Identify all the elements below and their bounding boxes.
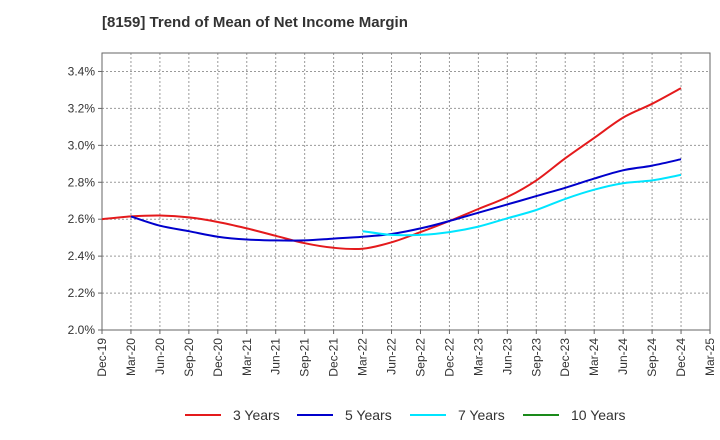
x-tick-label: Sep-23	[529, 338, 543, 377]
x-tick-label: Jun-20	[153, 338, 167, 375]
legend-item-3-years: 3 Years	[185, 404, 280, 426]
x-tick-label: Mar-24	[587, 338, 601, 376]
y-tick-label: 3.4%	[68, 64, 96, 78]
series-line-7-years	[362, 173, 682, 237]
x-tick-label: Jun-23	[500, 338, 514, 375]
x-tick-label: Mar-22	[356, 338, 370, 376]
legend-swatch	[297, 414, 333, 416]
y-tick-label: 2.8%	[68, 175, 96, 189]
x-tick-label: Dec-19	[95, 338, 109, 377]
x-tick-label: Mar-23	[471, 338, 485, 376]
legend-item-10-years: 10 Years	[523, 404, 626, 426]
legend-label: 5 Years	[345, 407, 392, 423]
series-lines	[101, 87, 682, 251]
legend-swatch	[410, 414, 446, 416]
x-tick-label: Dec-22	[442, 338, 456, 377]
y-tick-label: 2.4%	[68, 249, 96, 263]
x-tick-label: Jun-21	[269, 338, 283, 375]
legend-item-5-years: 5 Years	[297, 404, 392, 426]
x-tick-label: Mar-21	[240, 338, 254, 376]
legend-item-7-years: 7 Years	[410, 404, 505, 426]
legend-label: 3 Years	[233, 407, 280, 423]
y-tick-label: 2.0%	[68, 323, 96, 337]
x-axis-ticks: Dec-19 Mar-20 Jun-20 Sep-20 Dec-20 Mar-21 Jun-…	[95, 330, 717, 377]
x-tick-label: Mar-20	[124, 338, 138, 376]
x-tick-label: Sep-24	[645, 338, 659, 377]
legend-swatch	[185, 414, 221, 416]
chart-title: [8159] Trend of Mean of Net Income Margi…	[102, 14, 408, 31]
y-tick-label: 3.2%	[68, 101, 96, 115]
y-tick-label: 2.2%	[68, 286, 96, 300]
gridlines	[102, 53, 710, 330]
y-axis-ticks: 2.0% 2.2% 2.4% 2.6% 2.8% 3.0% 3.2% 3.4%	[68, 64, 102, 337]
x-tick-label: Jun-22	[385, 338, 399, 375]
legend-label: 10 Years	[571, 407, 626, 423]
legend-swatch	[523, 414, 559, 416]
plot-area-border	[101, 52, 711, 331]
y-tick-label: 3.0%	[68, 138, 96, 152]
x-tick-label: Dec-23	[558, 338, 572, 377]
x-tick-label: Dec-21	[327, 338, 341, 377]
series-line-3-years	[101, 87, 682, 251]
y-tick-label: 2.6%	[68, 212, 96, 226]
x-tick-label: Dec-24	[674, 338, 688, 377]
legend-label: 7 Years	[458, 407, 505, 423]
x-tick-label: Sep-22	[413, 338, 427, 377]
x-tick-label: Sep-20	[182, 338, 196, 377]
x-tick-label: Dec-20	[211, 338, 225, 377]
legend: 3 Years 5 Years 7 Years 10 Years	[0, 404, 720, 426]
series-line-5-years	[130, 158, 682, 242]
x-tick-label: Sep-21	[298, 338, 312, 377]
x-tick-label: Mar-25	[703, 338, 717, 376]
x-tick-label: Jun-24	[616, 338, 630, 375]
